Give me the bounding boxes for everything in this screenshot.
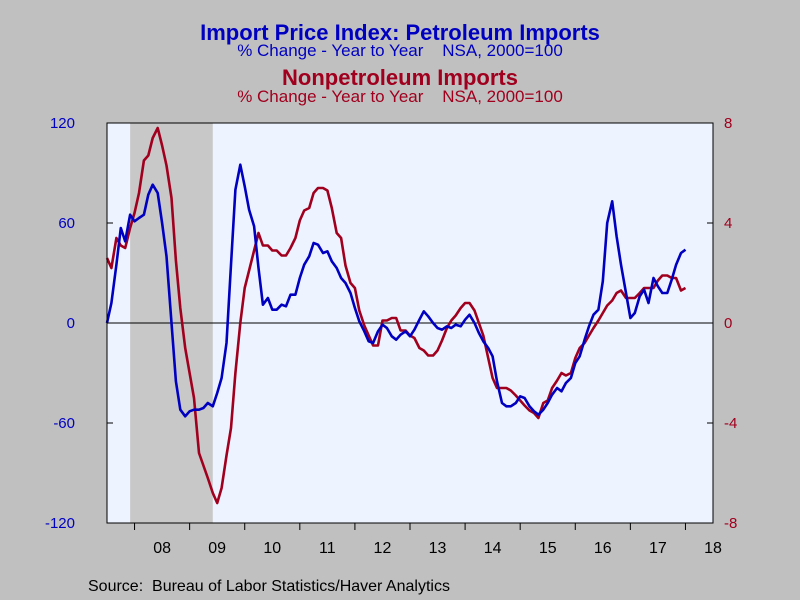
- x-tick-label: 11: [319, 540, 336, 557]
- y-right-tick-label: 0: [724, 315, 732, 332]
- x-tick-label: 18: [704, 540, 722, 557]
- y-left-tick-label: -60: [53, 415, 75, 432]
- y-left-tick-label: 0: [67, 315, 75, 332]
- y-right-tick-label: 4: [724, 215, 732, 232]
- y-left-tick-label: -120: [45, 515, 75, 532]
- y-right-tick-label: -8: [724, 515, 737, 532]
- y-left-tick-label: 60: [58, 215, 75, 232]
- x-tick-label: 09: [208, 540, 226, 557]
- y-right-tick-label: -4: [724, 415, 737, 432]
- x-tick-label: 08: [153, 540, 171, 557]
- x-tick-label: 13: [429, 540, 447, 557]
- series-line-nonpetroleum: [105, 126, 687, 505]
- x-tick-label: 12: [374, 540, 392, 557]
- x-tick-label: 14: [484, 540, 502, 557]
- chart-subtitle-petroleum: % Change - Year to Year NSA, 2000=100: [237, 41, 563, 60]
- source-note: Source: Bureau of Labor Statistics/Haver…: [88, 578, 450, 595]
- chart-title-nonpetroleum: Nonpetroleum Imports: [282, 65, 518, 90]
- x-tick-label: 15: [539, 540, 557, 557]
- series-line-petroleum: [105, 163, 687, 418]
- chart-title: Import Price Index: Petroleum Imports: [200, 20, 600, 45]
- y-right-tick-label: 8: [724, 115, 732, 132]
- chart-subtitle-nonpetroleum: % Change - Year to Year NSA, 2000=100: [237, 87, 563, 106]
- x-tick-label: 10: [263, 540, 281, 557]
- x-tick-label: 16: [594, 540, 612, 557]
- x-tick-label: 17: [649, 540, 667, 557]
- y-left-tick-label: 120: [50, 115, 75, 132]
